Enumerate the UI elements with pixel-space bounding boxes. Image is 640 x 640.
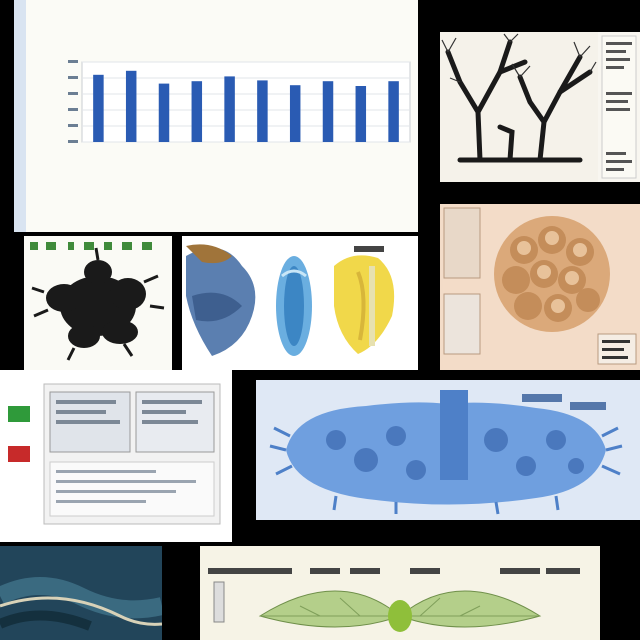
- marine-organism-panels: [182, 236, 418, 370]
- dark-plant-illustration: [24, 236, 172, 370]
- tree-drawing: [440, 32, 637, 182]
- y-tick-mark: [68, 140, 78, 143]
- dark-cable-photo: [0, 546, 162, 640]
- bar: [388, 81, 399, 142]
- y-tick-mark: [68, 124, 78, 127]
- chart-side-strip: [14, 0, 26, 232]
- plot-area: [81, 61, 411, 143]
- bar-chart-tile: [14, 0, 418, 232]
- leaf-drawing: [208, 568, 580, 632]
- bar: [158, 83, 170, 142]
- bar: [93, 74, 104, 142]
- green-leaf-illustration: [200, 546, 600, 640]
- blue-coral-cross-section: [256, 380, 640, 520]
- y-tick-mark: [68, 92, 78, 95]
- ui-panel-drawing: [8, 383, 221, 525]
- marine-drawing: [186, 244, 395, 356]
- bar: [257, 80, 268, 142]
- y-tick-mark: [68, 60, 78, 63]
- brain-coral-illustration: [440, 204, 640, 370]
- bar: [322, 81, 334, 142]
- bar: [224, 76, 235, 142]
- bar: [355, 86, 367, 142]
- bar: [125, 70, 137, 142]
- bar-chart: [68, 60, 411, 143]
- y-tick-mark: [68, 76, 78, 79]
- bar: [191, 81, 203, 142]
- bar: [289, 85, 301, 142]
- y-tick-mark: [68, 108, 78, 111]
- ui-screenshot-panel: [0, 370, 232, 542]
- tree-branch-illustration: [440, 32, 640, 182]
- cable-drawing: [0, 546, 162, 640]
- plant-drawing: [30, 242, 165, 361]
- coral-drawing: [269, 390, 623, 515]
- brain-drawing: [443, 207, 637, 365]
